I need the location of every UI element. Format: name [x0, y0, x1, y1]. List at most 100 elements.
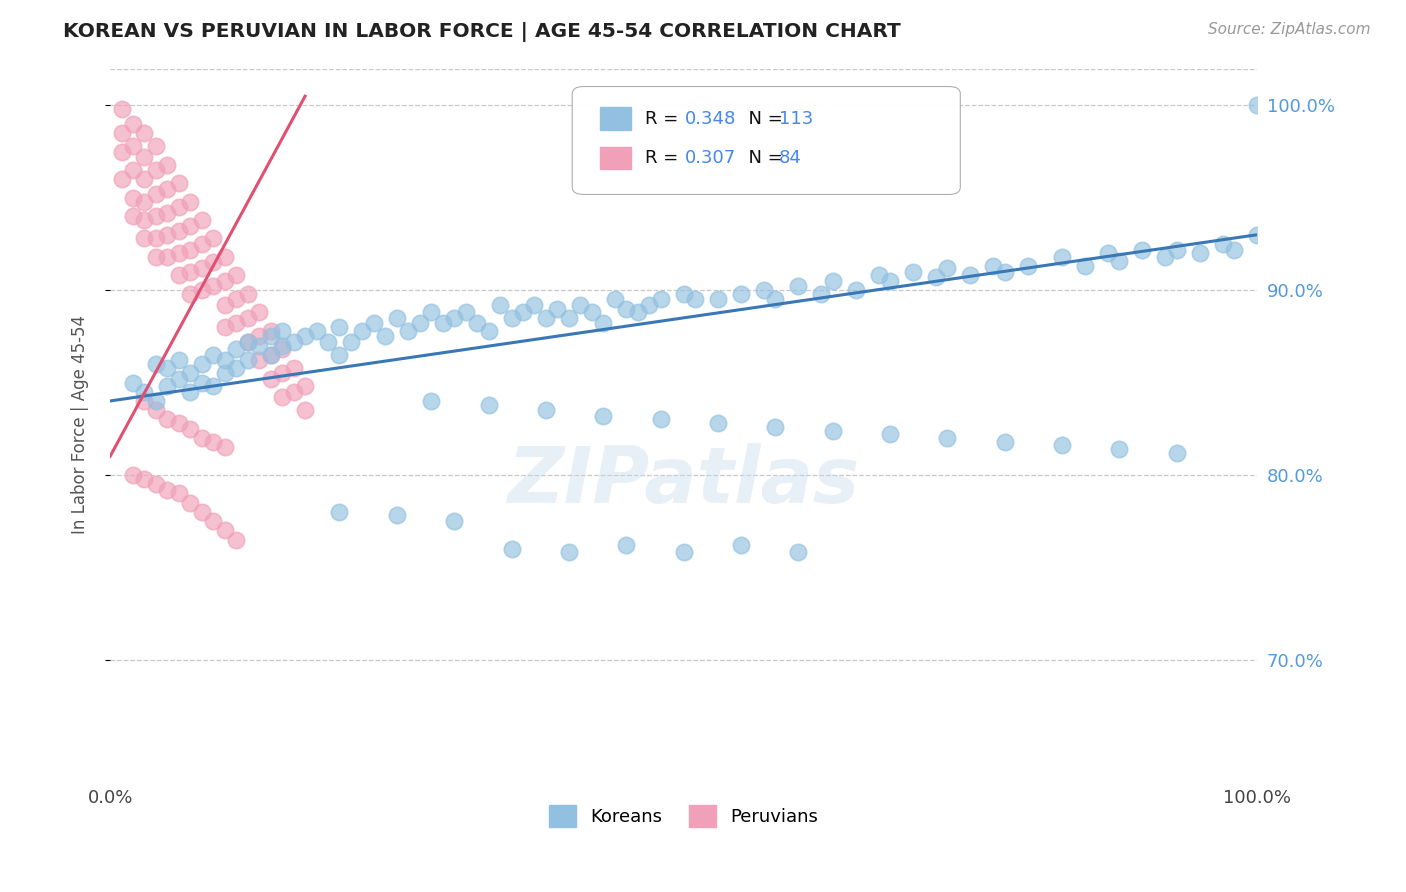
Point	[122, 209, 145, 223]
Point	[501, 310, 523, 325]
Point	[501, 541, 523, 556]
Point	[374, 329, 396, 343]
Point	[569, 298, 592, 312]
Point	[134, 394, 156, 409]
Point	[122, 117, 145, 131]
Point	[110, 102, 132, 116]
Point	[534, 403, 557, 417]
Point	[1212, 237, 1234, 252]
Y-axis label: In Labor Force | Age 45-54: In Labor Force | Age 45-54	[72, 315, 89, 533]
Point	[879, 274, 901, 288]
Point	[707, 416, 730, 430]
Point	[259, 329, 281, 343]
Point	[122, 191, 145, 205]
Point	[259, 372, 281, 386]
Point	[236, 310, 259, 325]
Point	[925, 270, 948, 285]
Point	[271, 343, 294, 357]
Point	[134, 231, 156, 245]
Point	[202, 231, 225, 245]
Point	[477, 398, 499, 412]
Point	[363, 317, 385, 331]
Point	[385, 508, 408, 523]
Point	[156, 157, 179, 171]
Point	[316, 334, 339, 349]
Point	[294, 403, 316, 417]
Point	[179, 219, 201, 233]
Point	[763, 420, 786, 434]
Point	[145, 403, 167, 417]
Point	[191, 376, 214, 390]
Point	[581, 305, 603, 319]
Point	[443, 514, 465, 528]
Point	[134, 384, 156, 399]
Point	[236, 334, 259, 349]
Point	[134, 150, 156, 164]
Point	[236, 286, 259, 301]
Point	[994, 265, 1017, 279]
Point	[752, 283, 775, 297]
Point	[122, 376, 145, 390]
Point	[214, 274, 236, 288]
Point	[167, 486, 190, 500]
Point	[247, 353, 270, 368]
Point	[167, 268, 190, 283]
Point	[959, 268, 981, 283]
Point	[936, 431, 959, 445]
Point	[167, 200, 190, 214]
Point	[225, 293, 247, 307]
Text: R =: R =	[645, 110, 685, 128]
Point	[396, 324, 419, 338]
Point	[145, 394, 167, 409]
Point	[477, 324, 499, 338]
Point	[202, 379, 225, 393]
Point	[156, 483, 179, 497]
Point	[1130, 243, 1153, 257]
Text: 0.348: 0.348	[685, 110, 737, 128]
Point	[122, 163, 145, 178]
Point	[1050, 438, 1073, 452]
Point	[110, 145, 132, 159]
Point	[179, 265, 201, 279]
Point	[523, 298, 546, 312]
Point	[214, 366, 236, 380]
Point	[1188, 246, 1211, 260]
Point	[638, 298, 661, 312]
Point	[981, 259, 1004, 273]
Point	[145, 357, 167, 371]
Point	[145, 187, 167, 202]
Point	[145, 139, 167, 153]
Point	[236, 334, 259, 349]
Point	[145, 477, 167, 491]
Point	[730, 538, 752, 552]
Point	[145, 231, 167, 245]
Point	[156, 379, 179, 393]
Point	[247, 338, 270, 352]
Point	[202, 514, 225, 528]
Point	[420, 305, 443, 319]
Point	[156, 360, 179, 375]
Point	[191, 237, 214, 252]
Point	[821, 424, 844, 438]
Point	[1166, 446, 1188, 460]
Point	[156, 181, 179, 195]
Point	[191, 260, 214, 275]
Point	[214, 440, 236, 454]
Point	[1108, 442, 1130, 456]
Point	[672, 286, 695, 301]
Point	[214, 353, 236, 368]
Point	[225, 343, 247, 357]
Point	[868, 268, 890, 283]
Point	[134, 172, 156, 186]
Point	[352, 324, 374, 338]
Point	[225, 360, 247, 375]
Point	[1074, 259, 1097, 273]
Point	[787, 545, 810, 559]
Point	[156, 412, 179, 426]
Text: KOREAN VS PERUVIAN IN LABOR FORCE | AGE 45-54 CORRELATION CHART: KOREAN VS PERUVIAN IN LABOR FORCE | AGE …	[63, 22, 901, 42]
Point	[145, 163, 167, 178]
Point	[145, 209, 167, 223]
Point	[385, 310, 408, 325]
Point	[1223, 243, 1246, 257]
Point	[156, 250, 179, 264]
